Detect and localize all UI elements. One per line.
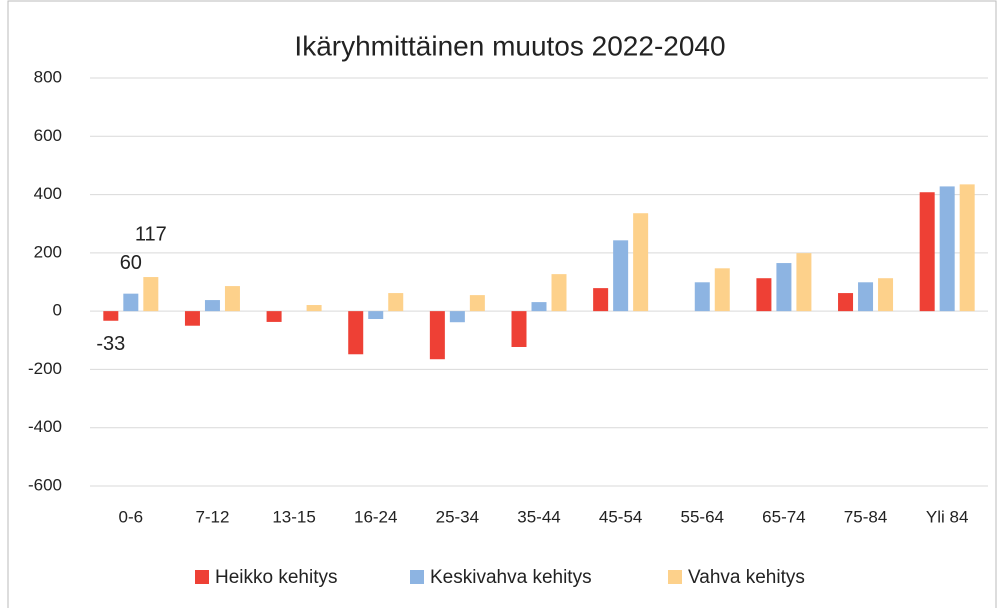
bar [469, 295, 485, 312]
bar [714, 268, 730, 312]
bar [511, 311, 527, 347]
bar [878, 278, 894, 312]
bar [551, 274, 567, 312]
x-tick-label: 13-15 [272, 507, 315, 526]
bar [776, 263, 792, 312]
y-tick-label: 200 [34, 242, 62, 261]
y-tick-label: -200 [28, 359, 62, 378]
bar [959, 184, 975, 312]
bar [593, 288, 609, 312]
bar [388, 293, 404, 312]
data-label: -33 [96, 333, 125, 355]
bar [368, 311, 384, 320]
bar [939, 186, 955, 312]
y-tick-label: 800 [34, 67, 62, 86]
legend-swatch [410, 570, 424, 584]
bar [143, 277, 159, 312]
bar [348, 311, 364, 355]
x-tick-label: 35-44 [517, 507, 560, 526]
data-label: 117 [135, 223, 167, 245]
x-tick-label: 65-74 [762, 507, 805, 526]
bar [429, 311, 445, 360]
legend-label: Vahva kehitys [688, 567, 805, 588]
y-tick-label: 400 [34, 184, 62, 203]
bar [266, 311, 282, 322]
x-tick-label: 7-12 [195, 507, 229, 526]
y-tick-label: 600 [34, 126, 62, 145]
x-tick-label: 25-34 [436, 507, 479, 526]
legend-label: Keskivahva kehitys [430, 567, 592, 588]
x-tick-label: 0-6 [119, 507, 144, 526]
y-tick-label: 0 [53, 301, 62, 320]
bar [796, 253, 812, 312]
bar [224, 286, 240, 312]
bar [531, 302, 547, 312]
chart-frame [7, 0, 997, 608]
legend-swatch [668, 570, 682, 584]
x-tick-label: 45-54 [599, 507, 642, 526]
y-tick-label: -400 [28, 417, 62, 436]
bar [306, 305, 322, 312]
bar [449, 311, 465, 323]
bar [756, 278, 772, 312]
bar [123, 293, 139, 312]
y-tick-label: -600 [28, 475, 62, 494]
x-tick-label: Yli 84 [926, 507, 969, 526]
x-tick-label: 16-24 [354, 507, 397, 526]
bar [613, 240, 629, 312]
legend-swatch [195, 570, 209, 584]
legend-label: Heikko kehitys [215, 567, 338, 588]
x-tick-label: 75-84 [844, 507, 887, 526]
bar [858, 282, 874, 312]
bar [694, 282, 710, 312]
bar [919, 192, 935, 312]
bar [184, 311, 200, 326]
data-label: 60 [120, 252, 142, 274]
bar [103, 311, 119, 321]
x-tick-label: 55-64 [681, 507, 724, 526]
chart-title: Ikäryhmittäinen muutos 2022-2040 [294, 30, 725, 61]
bar [633, 213, 649, 312]
bar [838, 293, 854, 312]
bar [204, 300, 220, 312]
